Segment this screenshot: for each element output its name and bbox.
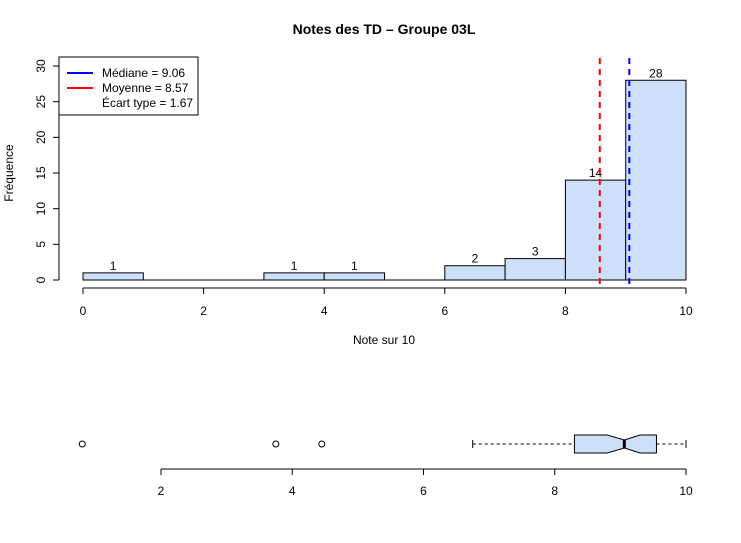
histogram-bar [444,265,506,281]
histogram-bar [564,179,627,281]
x-axis-label: Note sur 10 [353,333,415,347]
boxplot-x-tick-label: 8 [551,484,558,498]
legend-box [58,56,199,116]
bar-count-label: 28 [649,66,663,80]
bar-count-label: 1 [351,259,358,273]
x-tick-label: 10 [679,304,693,318]
boxplot-x-tick-label: 4 [289,484,296,498]
bar-count-label: 1 [291,259,298,273]
y-tick-label: 15 [34,166,48,180]
boxplot-x-axis: 2 4 6 8 10 [158,468,693,498]
boxplot-x-tick-label: 6 [420,484,427,498]
boxplot-x-tick-label: 2 [158,484,165,498]
outlier-point [318,440,326,448]
histogram-bar [504,258,566,281]
x-tick-label: 6 [441,304,448,318]
histogram-bar [82,272,144,281]
chart-title: Notes des TD – Groupe 03L [293,21,476,37]
bar-count-label: 2 [472,252,479,266]
y-tick-label: 30 [34,59,48,73]
bar-count-label: 3 [532,245,539,259]
bar-count-label: 1 [110,259,117,273]
legend-entry: Écart type = 1.67 [102,95,193,110]
x-tick-label: 0 [80,304,87,318]
histogram-bar [323,272,386,281]
legend-entry: Moyenne = 8.57 [102,81,189,95]
y-tick-label: 0 [34,276,48,283]
boxplot-x-tick-label: 10 [679,484,693,498]
y-axis-label: Fréquence [2,144,16,202]
histogram-bar [263,272,325,281]
y-tick-label: 25 [34,95,48,109]
histogram-x-axis: 0 2 4 6 8 10 [80,287,693,318]
histogram-y-axis: 0 5 10 15 20 25 30 [34,59,60,283]
x-tick-label: 8 [562,304,569,318]
x-tick-label: 2 [200,304,207,318]
box [573,434,657,454]
y-tick-label: 5 [34,241,48,248]
boxplot [78,434,687,454]
outlier-point [272,440,280,448]
y-tick-label: 10 [34,202,48,216]
reference-lines [598,58,631,288]
y-tick-label: 20 [34,130,48,144]
x-tick-label: 4 [321,304,328,318]
histogram-bars [82,79,687,281]
outlier-point [78,440,86,448]
legend-entry: Médiane = 9.06 [102,66,185,80]
histogram-bar [625,79,687,281]
